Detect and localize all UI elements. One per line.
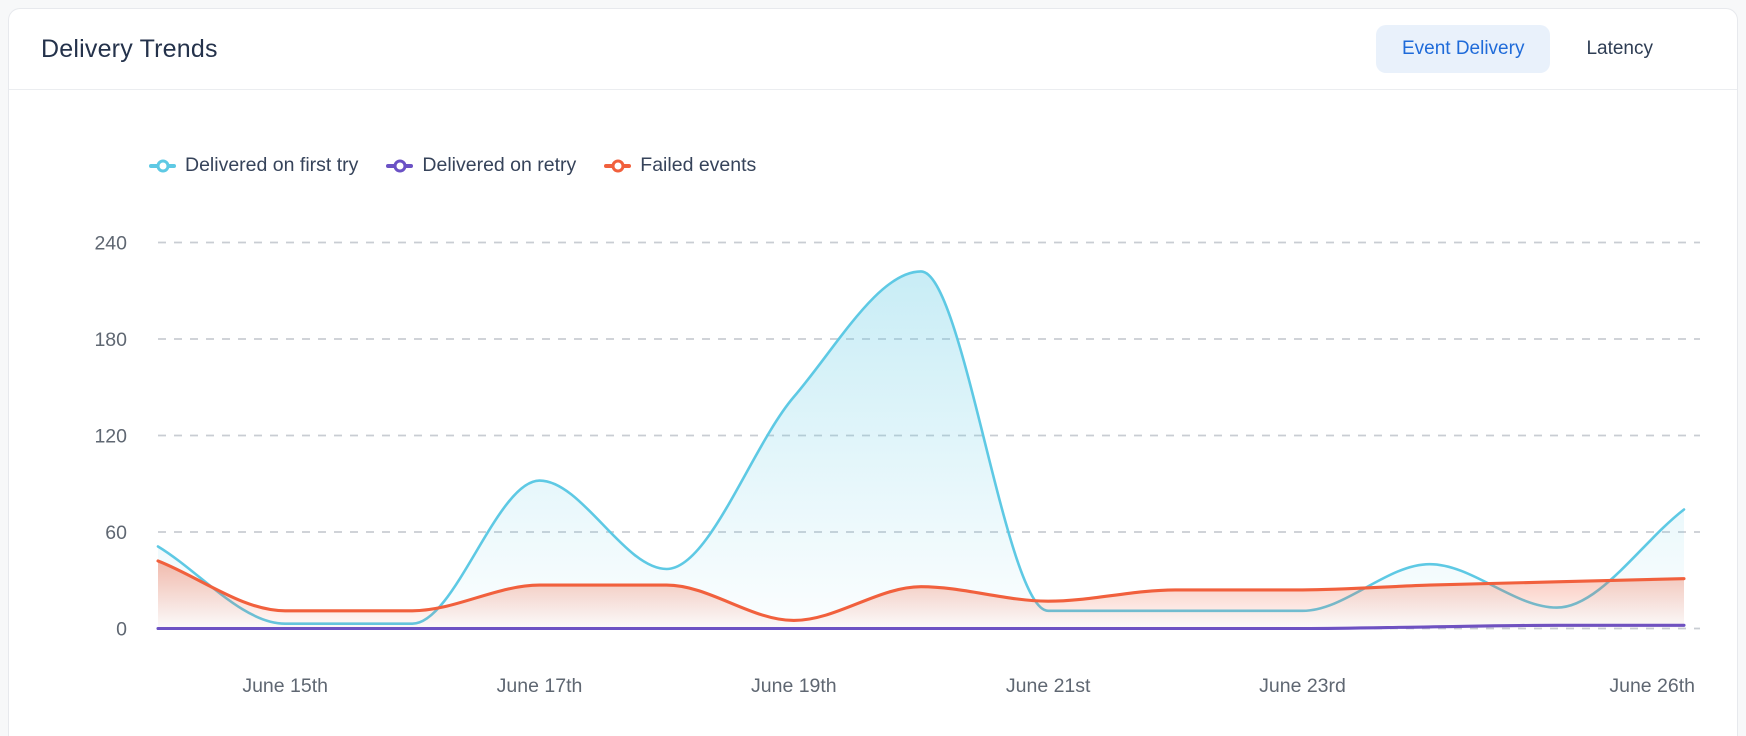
chart-legend: Delivered on first try Delivered on retry…	[149, 154, 756, 177]
legend-label: Delivered on retry	[422, 154, 577, 176]
legend-label: Failed events	[640, 154, 757, 176]
page-title: Delivery Trends	[41, 34, 218, 63]
legend-marker-icon	[386, 159, 414, 173]
legend-label: Delivered on first try	[185, 154, 359, 176]
delivery-trends-card: Delivery Trends Event Delivery Latency D…	[8, 8, 1738, 736]
card-header: Delivery Trends Event Delivery Latency	[9, 9, 1737, 90]
legend-item-delivered-on-retry[interactable]: Delivered on retry	[386, 154, 576, 177]
legend-marker-icon	[149, 159, 176, 173]
legend-item-failed-events[interactable]: Failed events	[604, 154, 756, 177]
tab-event-delivery[interactable]: Event Delivery	[1375, 24, 1551, 74]
tab-latency[interactable]: Latency	[1560, 25, 1679, 74]
legend-item-delivered-on-first-try[interactable]: Delivered on first try	[149, 154, 358, 177]
chart-tabs: Event Delivery Latency	[1375, 24, 1679, 74]
legend-marker-icon	[604, 159, 632, 173]
